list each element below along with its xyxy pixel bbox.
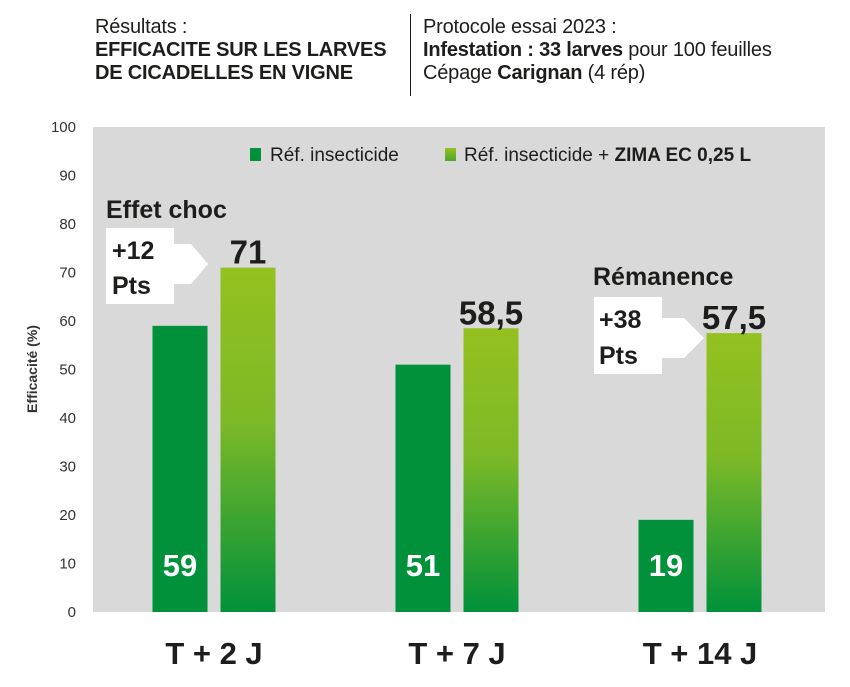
gain-unit-effet-choc: Pts [112,272,151,300]
gain-value-effet-choc: +12 [112,237,154,265]
bar-ref-plus-zima [463,328,519,612]
x-category-label: T + 14 J [643,636,758,671]
plot-area [93,127,825,612]
annotation-remanence: Rémanence +38 Pts [593,263,733,374]
bar-value-label-ref: 59 [163,548,197,583]
y-tick-label: 90 [59,168,76,185]
bar-ref-insecticide [152,325,208,612]
y-tick-label: 100 [51,119,76,136]
gain-arrow-remanence [594,297,704,374]
y-tick-label: 70 [59,265,76,282]
gain-value-remanence: +38 [599,306,642,334]
y-tick-label: 30 [59,459,76,476]
infestation-bold: Infestation : 33 larves [423,39,623,61]
header-divider [410,14,411,96]
legend-swatch-ref [250,148,261,161]
cepage-pre: Cépage [423,62,498,84]
annotation-title-effet-choc: Effet choc [106,196,227,224]
bar-ref-insecticide [638,519,694,612]
legend-label-zima-bold: ZIMA EC 0,25 L [615,145,752,166]
bar-ref-plus-zima [220,267,276,612]
legend-label-ref: Réf. insecticide [270,145,399,166]
protocol-block: Protocole essai 2023 : Infestation : 33 … [423,16,843,85]
y-tick-label: 40 [59,410,76,427]
protocol-label: Protocole essai 2023 : [423,16,617,38]
y-axis-label: Efficacité (%) [24,325,40,413]
legend-label-zima: Réf. insecticide + ZIMA EC 0,25 L [464,145,751,166]
results-title-line2: DE CICADELLES EN VIGNE [95,62,353,84]
bar-ref-plus-zima [706,333,762,612]
protocol-cepage: Cépage Carignan (4 rép) [423,62,843,85]
infestation-rest: pour 100 feuilles [622,39,772,61]
y-tick-label: 0 [68,604,76,621]
protocol-infestation: Infestation : 33 larves pour 100 feuille… [423,39,843,62]
y-tick-label: 20 [59,507,76,524]
bar-value-label-zima: 71 [230,234,267,271]
gain-unit-remanence: Pts [599,342,638,370]
y-tick-label: 50 [59,362,76,379]
bar-value-label-zima: 57,5 [702,299,766,336]
bar-value-label-ref: 19 [649,548,683,583]
bar-ref-insecticide [395,364,451,612]
legend: Réf. insecticide Réf. insecticide + ZIMA… [250,145,751,166]
annotation-effet-choc: Effet choc +12 Pts [106,196,227,304]
x-category-label: T + 7 J [408,636,505,671]
y-tick-label: 10 [59,556,76,573]
gain-arrow-effet-choc [106,228,208,304]
legend-label-zima-pre: Réf. insecticide + [464,145,615,166]
x-category-label: T + 2 J [165,636,262,671]
bars-group: 59 71 T + 2 J 51 58,5 T + 7 J 19 57,5 T + 14 J [152,234,766,671]
results-title-block: Résultats : EFFICACITE SUR LES LARVES DE… [95,16,407,85]
cepage-bold: Carignan [497,62,583,84]
annotation-title-remanence: Rémanence [593,263,733,291]
results-title-line1: EFFICACITE SUR LES LARVES [95,39,387,61]
chart-header: Résultats : EFFICACITE SUR LES LARVES DE… [0,12,850,98]
y-tick-label: 80 [59,216,76,233]
results-label: Résultats : [95,16,188,38]
bar-value-label-zima: 58,5 [459,294,523,331]
y-tick-label: 60 [59,313,76,330]
legend-swatch-zima [445,148,456,161]
cepage-post: (4 rép) [582,62,646,84]
bar-value-label-ref: 51 [406,548,440,583]
y-axis-ticks: 0 10 20 30 40 50 60 70 80 90 100 [51,119,76,621]
